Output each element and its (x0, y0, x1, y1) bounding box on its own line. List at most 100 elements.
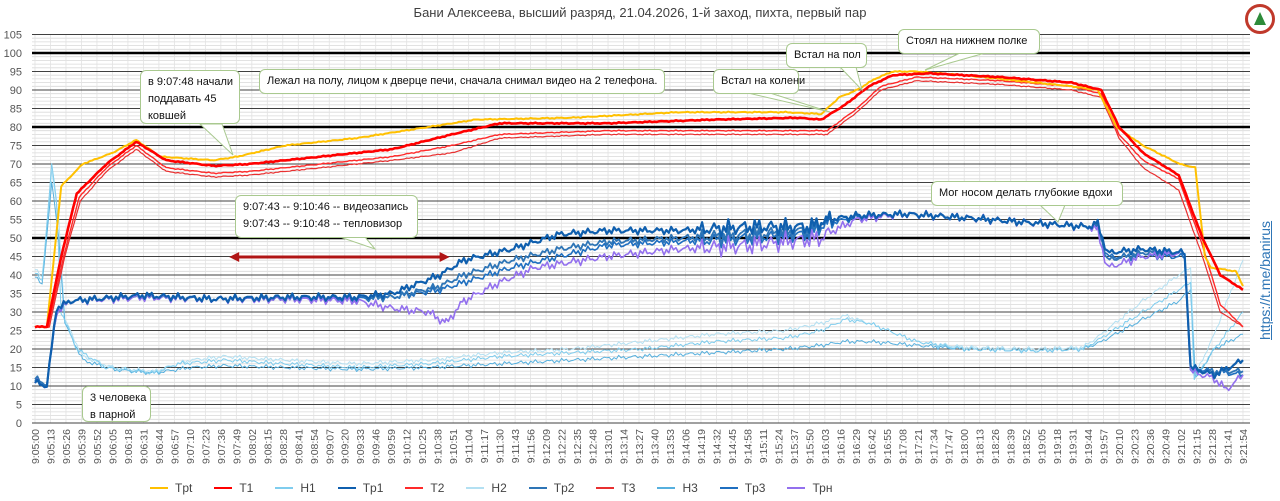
x-tick-label: 9:05:52 (92, 429, 104, 464)
x-tick-label: 9:09:20 (340, 429, 352, 464)
x-tick-label: 9:06:44 (154, 429, 166, 464)
x-tick-label: 9:13:01 (603, 429, 615, 464)
x-tick-label: 9:13:27 (634, 429, 646, 464)
x-tick-label: 9:16:03 (820, 429, 832, 464)
x-tick-label: 9:19:05 (1037, 429, 1049, 464)
x-tick-label: 9:06:57 (169, 429, 181, 464)
x-tick-label: 9:18:00 (959, 429, 971, 464)
y-tick-label: 20 (10, 344, 22, 356)
x-tick-label: 9:13:14 (619, 429, 631, 464)
x-tick-label: 9:16:42 (866, 429, 878, 464)
y-tick-label: 95 (10, 67, 22, 79)
y-tick-label: 15 (10, 363, 22, 375)
x-tick-label: 9:21:54 (1238, 429, 1250, 464)
x-tick-label: 9:05:00 (30, 429, 42, 464)
x-tick-label: 9:17:47 (944, 429, 956, 464)
legend: Tpt T1 H1 Tp1 T2 H2 Tp2 T3 H3 Tp3 Трн (150, 481, 854, 495)
y-tick-label: 10 (10, 381, 22, 393)
callout-tail (747, 92, 831, 113)
x-tick-label: 9:20:23 (1130, 429, 1142, 464)
legend-label: Tp2 (553, 481, 575, 495)
x-tick-label: 9:05:39 (76, 429, 88, 464)
x-tick-label: 9:15:11 (758, 429, 770, 463)
x-tick-label: 9:19:31 (1068, 429, 1080, 464)
callout-knees: Встал на колени (713, 69, 805, 94)
legend-item-T1: T1 (214, 481, 253, 495)
x-tick-label: 9:11:56 (526, 429, 538, 463)
x-tick-label: 9:16:16 (835, 429, 847, 464)
x-tick-label: 9:11:17 (479, 429, 491, 463)
x-tick-label: 9:20:10 (1114, 429, 1126, 464)
legend-item-Tpt: Tpt (150, 481, 192, 495)
legend-label: T1 (239, 481, 254, 495)
y-tick-label: 90 (10, 85, 22, 97)
x-tick-label: 9:09:46 (371, 429, 383, 464)
x-tick-label: 9:08:41 (293, 429, 305, 464)
legend-label: Tp1 (362, 481, 384, 495)
x-tick-label: 9:07:23 (200, 429, 212, 464)
x-tick-label: 9:07:10 (185, 429, 197, 464)
legend-label: Трн (812, 481, 833, 495)
x-tick-label: 9:12:35 (572, 429, 584, 464)
x-tick-label: 9:14:19 (696, 429, 708, 464)
legend-item-Tp3: Tp3 (719, 481, 766, 495)
legend-label: Tp3 (744, 481, 766, 495)
legend-label: T3 (621, 481, 636, 495)
y-tick-label: 100 (4, 48, 22, 60)
legend-swatch (528, 487, 547, 489)
legend-item-H2: H2 (466, 481, 507, 495)
series-line-Tp1 (34, 209, 1244, 389)
x-tick-label: 9:13:53 (665, 429, 677, 464)
x-tick-label: 9:07:36 (216, 429, 228, 464)
y-tick-label: 35 (10, 289, 22, 301)
y-tick-label: 0 (16, 418, 22, 430)
x-tick-label: 9:12:22 (557, 429, 569, 464)
series-lines (34, 70, 1244, 392)
x-tick-label: 9:19:44 (1083, 429, 1095, 464)
x-tick-label: 9:21:02 (1176, 429, 1188, 464)
x-tick-label: 9:18:52 (1021, 429, 1033, 464)
x-tick-label: 9:08:54 (309, 429, 321, 464)
x-tick-label: 9:15:24 (773, 429, 785, 464)
legend-item-Трн: Трн (787, 481, 832, 495)
y-tick-label: 70 (10, 159, 22, 171)
y-axis: 0 5 10 15 20 25 30 35 40 45 50 55 60 65 70 75 80 85 90 95 10… (4, 30, 22, 431)
y-tick-label: 60 (10, 196, 22, 208)
x-tick-label: 9:06:18 (123, 429, 135, 464)
x-tick-label: 9:15:37 (789, 429, 801, 464)
telegram-link[interactable]: https://t.me/banirus (1257, 220, 1273, 340)
x-tick-label: 9:09:33 (355, 429, 367, 464)
y-tick-label: 80 (10, 122, 22, 134)
x-tick-label: 9:11:04 (464, 429, 476, 463)
legend-item-T2: T2 (405, 481, 444, 495)
callout-breath: Мог носом делать глубокие вдохи (931, 181, 1123, 206)
range-arrow-left-head (229, 252, 240, 262)
y-tick-label: 105 (4, 30, 22, 42)
x-tick-label: 9:10:25 (417, 429, 429, 464)
x-tick-label: 9:08:15 (262, 429, 274, 464)
x-tick-label: 9:14:06 (680, 429, 692, 464)
legend-item-Tp1: Tp1 (337, 481, 384, 495)
legend-item-H3: H3 (657, 481, 698, 495)
x-tick-label: 9:18:13 (975, 429, 987, 464)
x-axis: 9:05:00 9:05:13 9:05:26 9:05:39 9:05:52 9:06:… (30, 429, 1250, 464)
x-tick-label: 9:12:48 (588, 429, 600, 464)
logo-emblem-icon (1245, 4, 1275, 34)
legend-swatch (596, 487, 615, 489)
legend-swatch (787, 487, 806, 489)
x-tick-label: 9:19:18 (1052, 429, 1064, 464)
legend-swatch (657, 487, 676, 489)
x-tick-label: 9:20:36 (1145, 429, 1157, 464)
y-tick-label: 75 (10, 141, 22, 153)
legend-swatch (337, 487, 356, 489)
y-tick-label: 40 (10, 270, 22, 282)
x-tick-label: 9:16:29 (851, 429, 863, 464)
callout-start-ladles: в 9:07:48 начали поддавать 45 ковшей (140, 70, 240, 124)
legend-label: Tpt (175, 481, 193, 495)
x-tick-label: 9:19:57 (1099, 429, 1111, 464)
x-tick-label: 9:15:50 (804, 429, 816, 464)
x-tick-label: 9:08:28 (278, 429, 290, 464)
x-tick-label: 9:18:26 (990, 429, 1002, 464)
series-line-T1 (34, 71, 1244, 329)
y-tick-label: 50 (10, 233, 22, 245)
